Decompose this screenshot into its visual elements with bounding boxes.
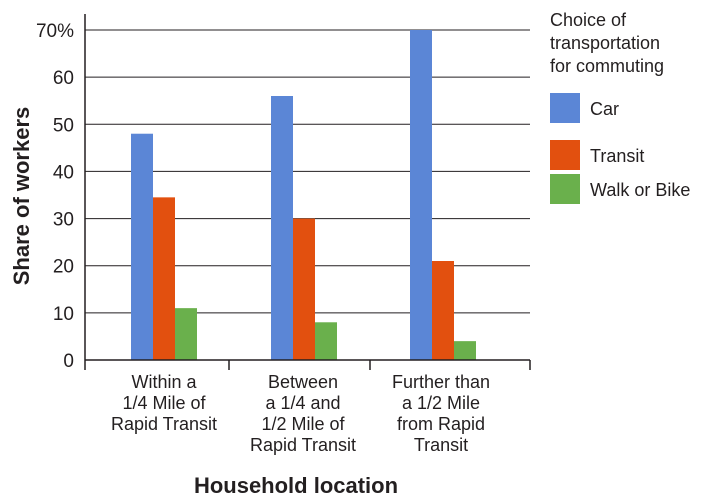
x-axis-title: Household location [194,473,398,498]
legend-title: transportation [550,33,660,53]
bar-car-1 [271,96,293,360]
y-tick-label: 70% [36,21,74,42]
y-tick-labels: 0 10 20 30 40 50 60 70% [36,21,74,372]
bar-walk-or-bike-1 [315,322,337,360]
bar-walk-or-bike-0 [175,308,197,360]
bars [131,30,476,360]
legend-swatch-walk-or-bike [550,174,580,204]
legend-title: for commuting [550,56,664,76]
x-category-label: 1/2 Mile of [261,414,345,434]
y-tick-label: 40 [53,162,74,183]
x-category-label: Between [268,372,338,392]
legend-swatch-car [550,93,580,123]
y-tick-label: 30 [53,210,74,231]
x-category-label: Rapid Transit [111,414,217,434]
axes [84,14,531,370]
legend-swatch-transit [550,140,580,170]
x-category-label: a 1/4 and [265,393,340,413]
legend-label: Transit [590,146,644,166]
bar-transit-2 [432,261,454,360]
y-tick-label: 50 [53,115,74,136]
y-tick-label: 0 [63,351,74,372]
x-category-label: 1/4 Mile of [122,393,206,413]
y-axis-title: Share of workers [9,107,34,286]
y-tick-label: 10 [53,304,74,325]
legend-label: Car [590,99,619,119]
bar-transit-1 [293,218,315,360]
y-tick-label: 60 [53,68,74,89]
x-category-label: Rapid Transit [250,435,356,455]
y-tick-label: 20 [53,257,74,278]
x-category-label: Transit [414,435,468,455]
legend-label: Walk or Bike [590,180,690,200]
x-category-label: Further than [392,372,490,392]
bar-car-0 [131,133,153,360]
x-category-label: Within a [131,372,197,392]
bar-transit-0 [153,197,175,360]
legend-title: Choice of [550,10,627,30]
x-category-label: from Rapid [397,414,485,434]
bar-walk-or-bike-2 [454,341,476,360]
legend: Choice of transportation for commuting Car T… [550,10,690,204]
x-category-label: a 1/2 Mile [402,393,480,413]
bar-car-2 [410,30,432,360]
